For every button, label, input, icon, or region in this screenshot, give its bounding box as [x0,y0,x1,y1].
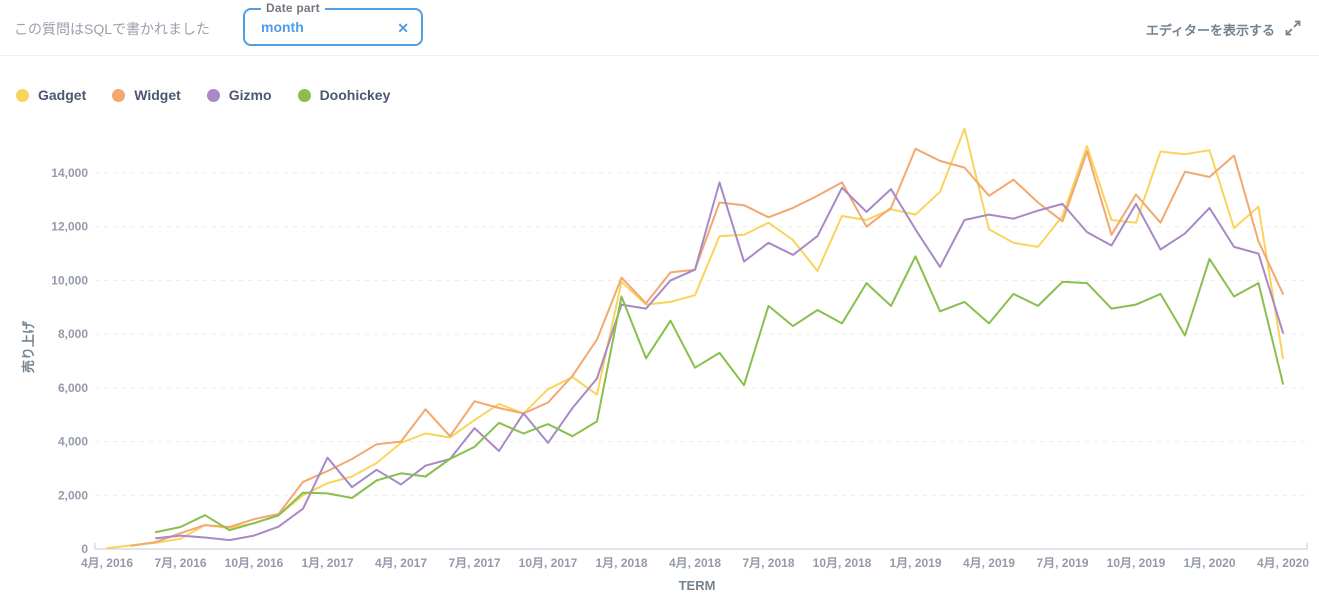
legend-item-doohickey[interactable]: Doohickey [297,87,391,103]
x-axis-tick: 4月, 2016 [81,556,133,570]
y-axis-tick: 0 [81,542,88,556]
y-axis-tick: 2,000 [58,488,88,502]
x-axis-tick: 1月, 2019 [889,556,941,570]
x-axis-line [94,543,1308,550]
legend-label: Gizmo [228,87,272,103]
x-axis-tick: 1月, 2018 [595,556,647,570]
date-part-filter[interactable]: Date part month ✕ [243,1,423,46]
legend-label: Gadget [38,87,87,103]
y-axis-tick: 8,000 [58,327,88,341]
legend-label: Doohickey [319,87,391,103]
chart-legend: Gadget Widget Gizmo Doohickey [16,87,390,103]
legend-item-gadget[interactable]: Gadget [16,87,86,103]
series-line-gizmo[interactable] [155,181,1284,542]
x-axis-tick: 10月, 2016 [225,556,284,570]
x-axis-tick: 4月, 2018 [669,556,721,570]
x-axis-tick: 7月, 2017 [448,556,500,570]
x-axis-tick: 7月, 2016 [154,556,206,570]
series-line-widget[interactable] [130,147,1284,547]
sql-question-subtitle: この質問はSQLで書かれました [14,21,211,37]
x-axis-tick: 1月, 2020 [1183,556,1235,570]
y-axis-tick: 12,000 [51,220,88,234]
series-line-doohickey[interactable] [155,255,1284,534]
legend-item-gizmo[interactable]: Gizmo [206,87,272,103]
x-axis-tick: 10月, 2018 [813,556,872,570]
show-editor-link[interactable]: エディターを表示する [1145,23,1275,38]
x-axis-tick: 4月, 2020 [1257,556,1309,570]
x-axis-tick: 7月, 2018 [742,556,794,570]
question-header: この質問はSQLで書かれました Date part month ✕ エディターを… [0,0,1319,56]
x-axis-tick: 4月, 2017 [375,556,427,570]
x-axis-tick: 10月, 2019 [1107,556,1166,570]
x-axis-tick: 10月, 2017 [519,556,578,570]
filter-value[interactable]: month [261,19,304,35]
expand-icon[interactable] [1285,20,1301,36]
x-axis-title: TERM [679,578,716,593]
clear-filter-button[interactable]: ✕ [397,20,409,36]
x-axis-tick: 4月, 2019 [963,556,1015,570]
legend-dot-icon [16,88,29,102]
y-axis-tick: 4,000 [58,435,88,449]
legend-dot-icon [206,88,220,102]
x-axis-tick: 1月, 2017 [301,556,353,570]
y-axis-tick: 14,000 [51,166,88,180]
chart-area: 0 2,000 4,000 6,000 8,000 10,000 12,000 14,000 4… [0,56,1319,595]
y-axis-tick: 10,000 [51,273,88,287]
legend-label: Widget [134,87,181,103]
filter-label: Date part [261,1,325,15]
legend-dot-icon [297,88,311,102]
y-axis-tick: 6,000 [58,381,88,395]
legend-dot-icon [112,88,126,102]
x-axis-tick: 7月, 2019 [1036,556,1088,570]
line-chart[interactable]: 0 2,000 4,000 6,000 8,000 10,000 12,000 14,000 4… [0,56,1319,595]
series-line-gadget[interactable] [106,127,1284,550]
y-axis-title: 売り上げ [21,320,36,373]
legend-item-widget[interactable]: Widget [112,87,181,103]
